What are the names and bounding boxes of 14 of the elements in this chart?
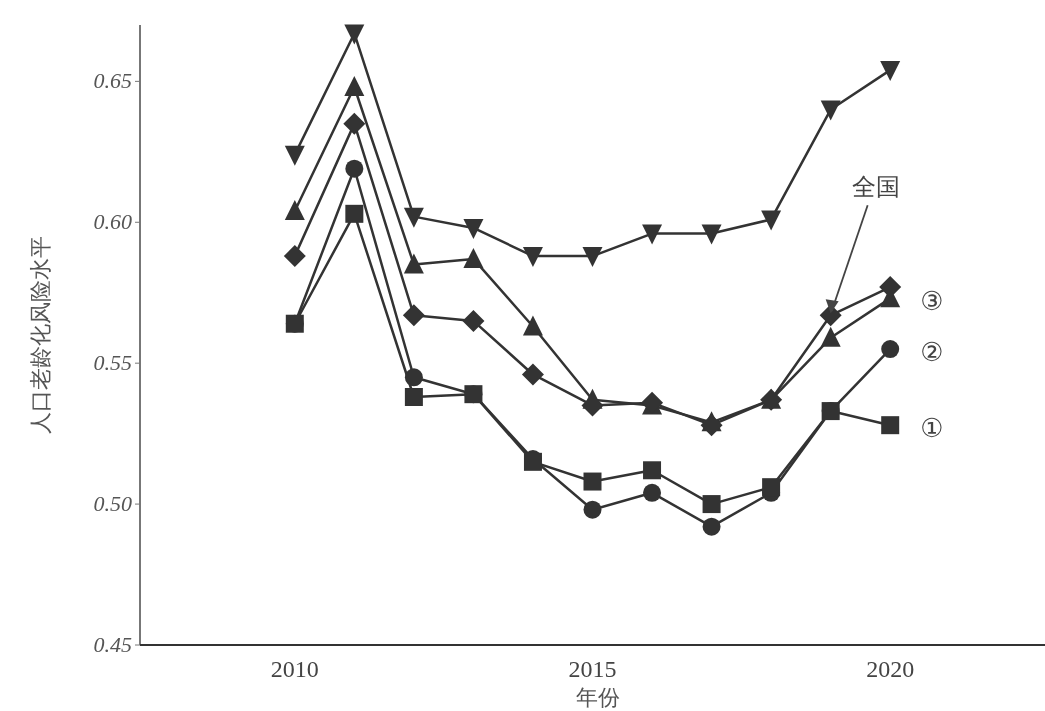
x-tick-label: 2015 <box>568 656 617 682</box>
y-tick-label: 0.65 <box>93 68 132 94</box>
x-axis-title: 年份 <box>575 685 620 710</box>
y-tick-label: 0.45 <box>93 632 132 657</box>
series-label: ② <box>920 337 944 368</box>
y-tick-label: 0.60 <box>93 209 132 235</box>
series-label: ① <box>920 413 944 444</box>
annotation: 全国 <box>851 173 900 202</box>
x-tick-label: 2020 <box>866 656 915 682</box>
x-tick-label: 2010 <box>270 656 319 682</box>
y-tick-label: 0.50 <box>93 491 132 517</box>
series-label: ③ <box>920 286 944 317</box>
y-tick-label: 0.55 <box>93 350 132 376</box>
y-axis-title: 人口老龄化风险水平 <box>28 236 53 434</box>
